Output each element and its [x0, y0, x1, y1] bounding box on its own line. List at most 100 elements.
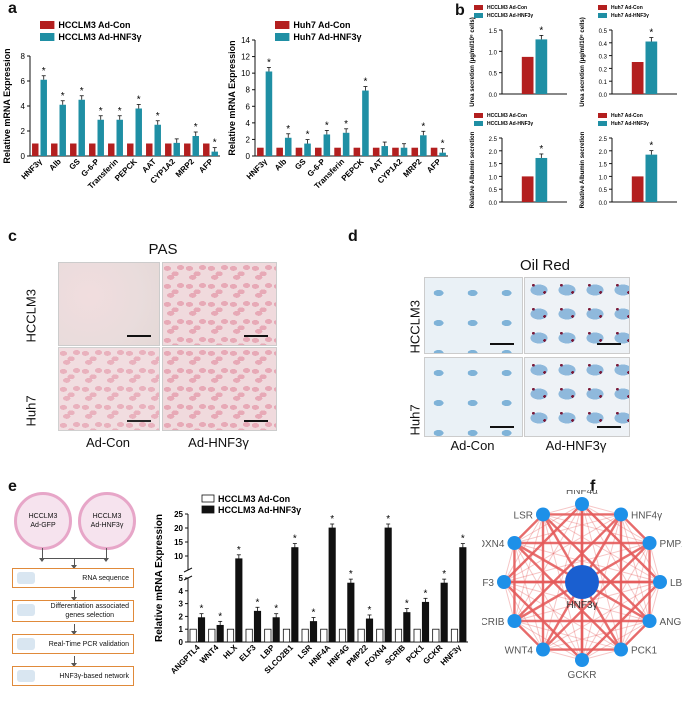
- bar-control: [392, 147, 399, 156]
- significance-star: *: [256, 597, 260, 608]
- bar-control: [257, 147, 264, 156]
- y-tick-label: 2.5: [489, 137, 498, 143]
- bar-treated: [211, 151, 218, 156]
- x-category-label: AFP: [197, 157, 215, 175]
- significance-star: *: [424, 588, 428, 599]
- legend-swatch: [474, 113, 483, 118]
- network-edge: [620, 514, 651, 622]
- x-category-label: GS: [67, 157, 82, 172]
- bar-treated: [323, 134, 331, 156]
- y-tick-label: 25: [174, 510, 183, 519]
- network-hub-label: HNF3γ: [566, 600, 597, 611]
- x-category-label: FOXN4: [363, 643, 389, 669]
- y-tick-label: 4: [21, 102, 26, 111]
- bar-treated: [365, 618, 374, 643]
- oilred-title: Oil Red: [519, 257, 571, 274]
- bar-treated: [197, 617, 206, 643]
- bar-control: [320, 628, 328, 643]
- significance-star: *: [156, 111, 160, 122]
- bar-control: [189, 628, 197, 643]
- bar-treated: [135, 108, 142, 156]
- bar-control: [295, 147, 303, 156]
- bar-treated: [265, 71, 273, 156]
- network-node: [653, 575, 667, 589]
- y-tick-label: 2.0: [489, 150, 498, 156]
- flow-arrow: [71, 590, 77, 601]
- bar-treated: [384, 527, 392, 643]
- network-node-label: PCK1: [631, 646, 658, 657]
- significance-star: *: [442, 569, 446, 580]
- y-axis-label: Relative mRNA Expression: [227, 40, 237, 155]
- y-tick-label: 2: [246, 135, 251, 144]
- bar-treated: [173, 142, 180, 156]
- legend-label: HCCLM3 Ad-HNF3γ: [218, 505, 301, 515]
- y-tick-label: 0.5: [489, 188, 498, 194]
- bar-control: [432, 628, 440, 643]
- legend-swatch: [201, 494, 215, 503]
- network-node-label: HNF4γ: [631, 510, 662, 521]
- y-tick-label: 0.1: [599, 80, 608, 86]
- y-tick-label: 0.4: [599, 42, 608, 48]
- significance-star: *: [539, 144, 543, 155]
- bar-treated: [116, 119, 123, 156]
- bar-treated: [421, 601, 430, 643]
- bar-treated: [154, 124, 161, 156]
- y-axis-label: Relative mRNA Expression: [154, 514, 165, 642]
- legend-label: HCCLM3 Ad-Con: [218, 494, 290, 504]
- flow-arrow: [39, 548, 45, 562]
- panel-label-f: f: [590, 478, 596, 495]
- y-axis-label: Relative mRNA Expression: [2, 48, 12, 163]
- bar-control: [314, 147, 322, 156]
- x-category-label: HLX: [221, 643, 239, 661]
- y-tick-label: 12: [241, 53, 250, 62]
- legend-label: Huh7 Ad-HNF3γ: [611, 121, 649, 127]
- bar-control: [276, 147, 283, 156]
- panel-label-e: e: [8, 478, 17, 495]
- bar-treated: [645, 41, 658, 94]
- legend-label: HCCLM3 Ad-HNF3γ: [487, 121, 533, 127]
- pas-row-label-huh7: Huh7: [23, 395, 39, 427]
- x-category-label: Alb: [47, 157, 63, 173]
- bar-treated: [535, 39, 548, 94]
- bar-treated: [459, 547, 467, 643]
- pas-col-label-adhnf3g: Ad-HNF3γ: [188, 435, 249, 450]
- x-category-label: Alb: [273, 157, 289, 173]
- bar-control: [226, 628, 235, 643]
- significance-star: *: [118, 106, 122, 117]
- bar-control: [184, 143, 191, 156]
- y-tick-label: 4: [246, 119, 251, 128]
- pas-image-hcclm3-adhnf3g: [162, 262, 277, 346]
- network-edge: [542, 514, 583, 661]
- y-tick-label: 10: [241, 69, 250, 78]
- axis-break-mark: [183, 567, 193, 573]
- bar-control: [338, 628, 347, 643]
- y-axis-label: Relative Albumin secretion: [470, 131, 476, 208]
- bar-treated: [420, 135, 427, 156]
- bar-control: [127, 143, 134, 156]
- y-tick-label: 0.2: [599, 67, 608, 73]
- bar-treated: [304, 143, 311, 156]
- network-edge: [514, 620, 622, 651]
- significance-star: *: [405, 599, 409, 610]
- network-edge: [513, 514, 544, 622]
- network-node: [575, 497, 589, 511]
- network-edge: [542, 513, 651, 622]
- y-axis-label: Urea secretion (μg/ml/10⁶ cells): [470, 17, 476, 106]
- chart-b-albumin-hcclm3: 0.0 0.5 1.0 1.5 2.0 2.5 Relative Albumin secre…: [470, 113, 567, 208]
- significance-star: *: [421, 121, 425, 132]
- y-tick-label: 0.3: [599, 55, 608, 61]
- significance-star: *: [61, 91, 65, 102]
- significance-star: *: [368, 605, 372, 616]
- oilred-image-huh7-adhnf3g: [524, 357, 630, 437]
- bar-control: [411, 147, 419, 156]
- x-category-label: HNF3γ: [439, 643, 464, 668]
- significance-star: *: [441, 139, 445, 150]
- bar-treated: [216, 624, 224, 643]
- oilred-row-label-huh7: Huh7: [407, 404, 423, 436]
- network-icon: [17, 670, 35, 682]
- y-tick-label: 15: [174, 538, 183, 547]
- significance-star: *: [325, 120, 329, 131]
- bar-control: [282, 628, 291, 643]
- x-category-label: WNT4: [198, 643, 221, 666]
